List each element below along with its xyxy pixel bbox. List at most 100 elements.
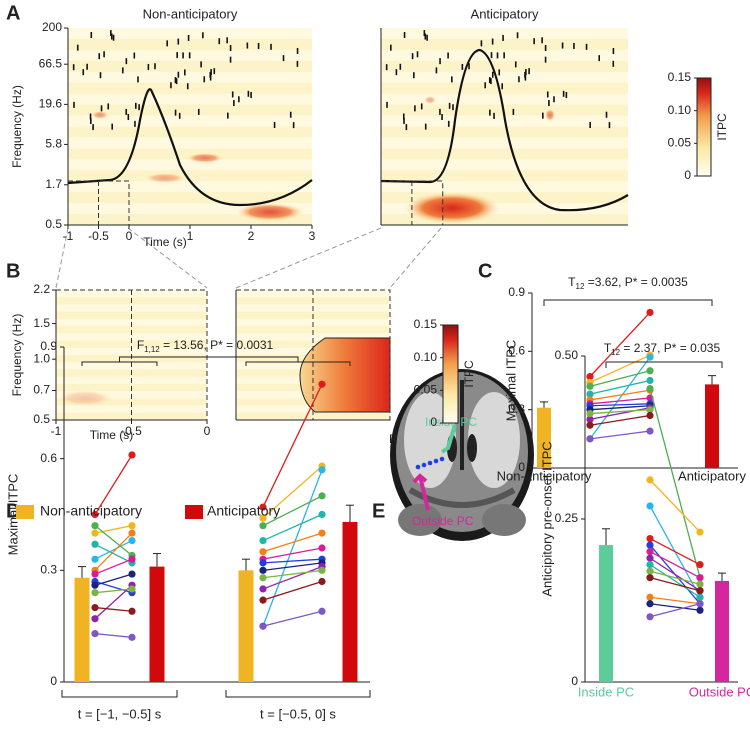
subject-point bbox=[91, 630, 99, 638]
subject-point bbox=[91, 570, 99, 578]
subject-line bbox=[649, 564, 701, 598]
heatmap-texture bbox=[68, 203, 312, 215]
subject-point bbox=[696, 528, 704, 536]
x-tick-label: Outside PC bbox=[689, 684, 750, 699]
y-tick-label: 1.7 bbox=[45, 177, 62, 191]
subject-point bbox=[259, 514, 267, 522]
subject-line bbox=[589, 405, 651, 411]
colorbar-tick-label: 0.15 bbox=[668, 70, 692, 84]
subject-line bbox=[94, 539, 133, 560]
subject-line bbox=[649, 551, 701, 579]
subject-point bbox=[696, 600, 704, 608]
subject-line bbox=[94, 525, 133, 534]
x-tick-label: -1 bbox=[51, 424, 62, 438]
heatmap-texture bbox=[56, 347, 207, 355]
subject-line bbox=[94, 632, 133, 638]
subject-point bbox=[646, 600, 654, 608]
subject-point bbox=[646, 534, 654, 543]
subject-point bbox=[259, 574, 267, 582]
y-axis-label: Maximal ITPC bbox=[503, 340, 518, 422]
erp-trace bbox=[380, 48, 629, 212]
group-bracket bbox=[225, 690, 371, 698]
subject-point bbox=[128, 536, 136, 545]
y-tick-label: 0 bbox=[571, 674, 578, 688]
subject-line bbox=[589, 409, 651, 415]
zoom-guide bbox=[127, 227, 208, 289]
heatmap-texture bbox=[381, 71, 628, 83]
stat-subscript: 12 bbox=[576, 282, 585, 291]
subject-point bbox=[91, 529, 99, 537]
stat-subscript: 1,12 bbox=[144, 345, 160, 354]
subject-line bbox=[94, 584, 133, 620]
subject-line bbox=[262, 513, 323, 542]
subject-line bbox=[649, 388, 701, 578]
itpc-blob bbox=[92, 111, 108, 119]
y-tick-label: 5.8 bbox=[45, 137, 62, 151]
x-tick-label: -1 bbox=[63, 229, 74, 243]
subject-point bbox=[646, 541, 654, 549]
brain-label: Outside PC bbox=[412, 514, 474, 528]
subject-line bbox=[262, 547, 323, 560]
y-tick-label: 0 bbox=[518, 460, 525, 474]
y-axis-label: Maximal ITPC bbox=[5, 474, 20, 556]
bar bbox=[715, 580, 729, 682]
subject-point bbox=[128, 633, 136, 641]
subject-point bbox=[696, 606, 704, 614]
panel-letter: C bbox=[478, 260, 492, 282]
x-tick-label: Anticipatory bbox=[678, 468, 746, 483]
chart-title: Anticipatory bbox=[471, 6, 539, 21]
heatmap-texture bbox=[56, 333, 207, 341]
subject-line bbox=[649, 479, 701, 533]
y-tick-label: 19.6 bbox=[39, 97, 63, 111]
colorbar-label: ITPC bbox=[715, 113, 729, 141]
subject-point bbox=[259, 548, 267, 556]
subject-point bbox=[696, 561, 704, 569]
subject-line bbox=[94, 573, 133, 586]
subject-line bbox=[589, 389, 651, 401]
subject-line bbox=[262, 558, 323, 564]
subject-point bbox=[318, 577, 326, 586]
panel-letter: E bbox=[372, 500, 385, 522]
y-axis-label: Anticipitory pre-onset ITPC bbox=[539, 441, 554, 596]
brain-image bbox=[390, 369, 534, 541]
stat-text: = 2.37, P* = 0.035 bbox=[620, 341, 720, 355]
subject-point bbox=[318, 510, 326, 519]
legend-label: Anticipatory bbox=[207, 503, 280, 519]
x-tick-label: t = [−1, −0.5] s bbox=[78, 706, 162, 721]
erp-trace bbox=[67, 88, 313, 207]
significance-bracket bbox=[605, 361, 723, 368]
subject-point bbox=[586, 435, 594, 443]
subject-line bbox=[262, 562, 323, 571]
subject-point bbox=[259, 559, 267, 567]
subject-line bbox=[262, 610, 323, 627]
subject-line bbox=[589, 356, 651, 440]
subject-point bbox=[646, 376, 654, 385]
subject-point bbox=[259, 596, 267, 604]
heatmap-texture bbox=[381, 137, 628, 149]
subject-line bbox=[649, 596, 701, 605]
subject-point bbox=[128, 585, 136, 593]
subject-line bbox=[262, 495, 323, 527]
subject-point bbox=[259, 503, 267, 511]
heatmap-texture bbox=[68, 93, 312, 105]
heatmap-texture bbox=[68, 71, 312, 83]
panel-letter: A bbox=[6, 2, 20, 24]
subject-point bbox=[318, 607, 326, 615]
colorbar bbox=[696, 77, 712, 177]
subject-point bbox=[91, 603, 99, 612]
group-bracket bbox=[61, 690, 178, 698]
colorbar-tick-label: 0.15 bbox=[414, 317, 438, 331]
bar bbox=[705, 384, 719, 468]
y-tick-label: 0.9 bbox=[508, 285, 525, 299]
subject-point bbox=[128, 522, 136, 530]
bar bbox=[149, 566, 165, 682]
subject-point bbox=[586, 409, 594, 418]
y-tick-label: 200 bbox=[42, 20, 62, 34]
legend-label: Non-anticipatory bbox=[40, 503, 142, 519]
subject-point bbox=[128, 451, 136, 459]
x-tick-label: 3 bbox=[309, 229, 316, 243]
colorbar-label: ITPC bbox=[462, 360, 476, 388]
y-tick-label: 1.0 bbox=[33, 351, 50, 365]
subject-point bbox=[586, 382, 594, 390]
stat-text: = 13.56, P* = 0.0031 bbox=[160, 338, 274, 352]
